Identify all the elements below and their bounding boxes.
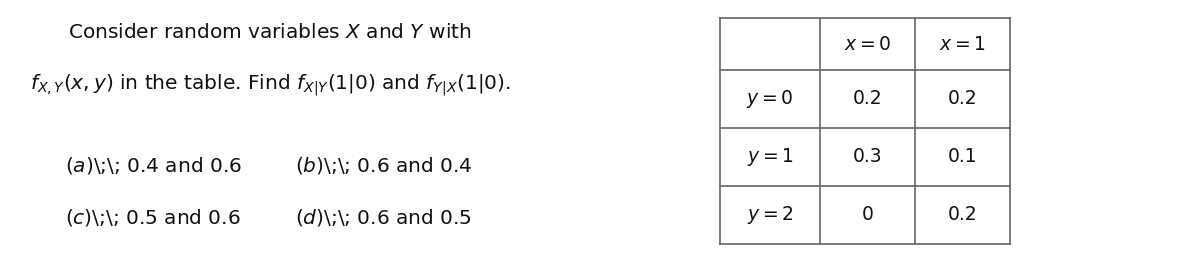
Text: $y = 1$: $y = 1$ xyxy=(746,146,793,168)
Text: 0.2: 0.2 xyxy=(948,206,977,225)
Text: $f_{X,Y}(x, y)$ in the table. Find $f_{X|Y}(1|0)$ and $f_{Y|X}(1|0)$.: $f_{X,Y}(x, y)$ in the table. Find $f_{X… xyxy=(30,72,510,98)
Text: $y = 0$: $y = 0$ xyxy=(746,88,793,110)
Text: $(b)$\;\; 0.6 and 0.4: $(b)$\;\; 0.6 and 0.4 xyxy=(295,155,473,176)
Text: 0.3: 0.3 xyxy=(853,148,882,167)
Text: $(c)$\;\; 0.5 and 0.6: $(c)$\;\; 0.5 and 0.6 xyxy=(65,207,241,228)
Text: 0.2: 0.2 xyxy=(948,90,977,109)
Text: 0.1: 0.1 xyxy=(948,148,977,167)
Text: $(a)$\;\; 0.4 and 0.6: $(a)$\;\; 0.4 and 0.6 xyxy=(65,155,242,176)
Text: $y = 2$: $y = 2$ xyxy=(746,204,793,226)
Text: $(d)$\;\; 0.6 and 0.5: $(d)$\;\; 0.6 and 0.5 xyxy=(295,207,472,228)
Text: 0: 0 xyxy=(862,206,874,225)
Text: 0.2: 0.2 xyxy=(853,90,882,109)
Text: $x = 0$: $x = 0$ xyxy=(844,34,892,53)
Text: Consider random variables $X$ and $Y$ with: Consider random variables $X$ and $Y$ wi… xyxy=(68,22,472,41)
Text: $x = 1$: $x = 1$ xyxy=(940,34,986,53)
